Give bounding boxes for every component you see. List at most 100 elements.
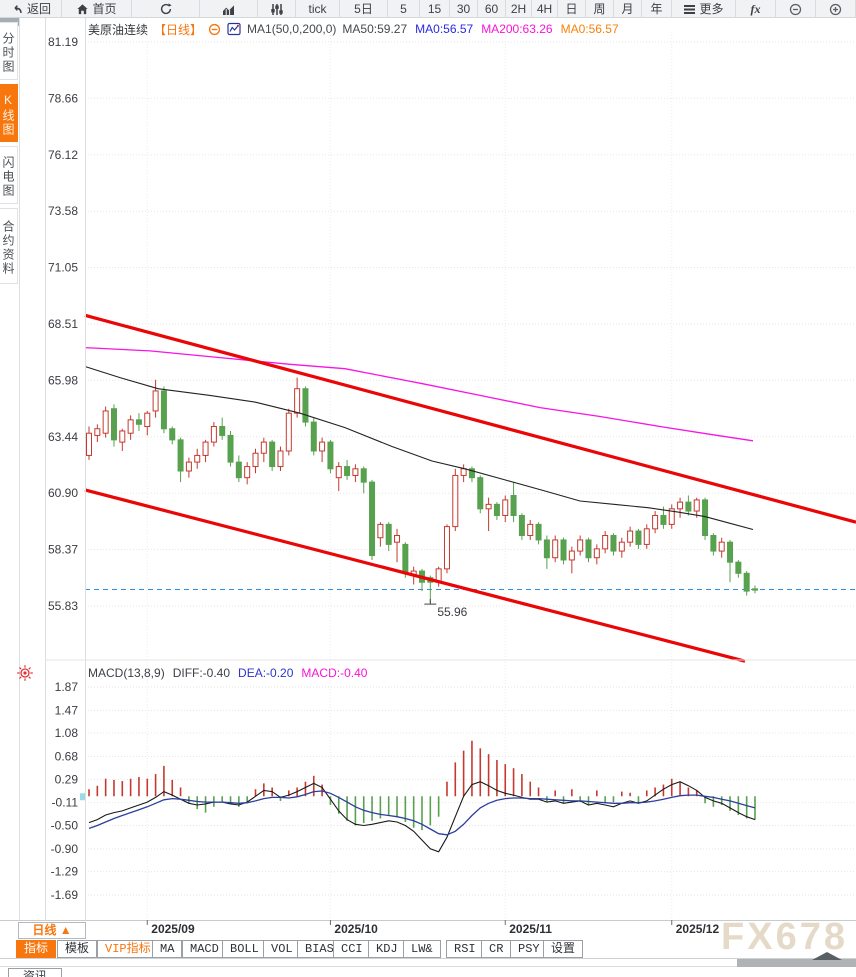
- fx-indicator-button[interactable]: fx: [736, 0, 776, 18]
- interval-60min[interactable]: 60: [478, 0, 506, 18]
- axis-labels: 81.19 78.66 76.12 73.58 71.05 68.51 65.98 63.44…: [48, 35, 78, 902]
- indicator-tab-cci[interactable]: CCI: [333, 940, 371, 958]
- macd-params-label: MACD(13,8,9): [88, 666, 165, 680]
- indicator-tab-[interactable]: 模板: [57, 940, 98, 958]
- interval-tick[interactable]: tick: [296, 0, 340, 18]
- trend-channel-lower[interactable]: [84, 488, 746, 663]
- ma-values: MA50:59.27 MA0:56.57 MA200:63.26 MA0:56.57: [342, 22, 626, 36]
- toolbar-button-label: 60: [484, 2, 499, 16]
- svg-text:76.12: 76.12: [48, 148, 78, 162]
- toolbar-button-label: tick: [308, 2, 327, 16]
- scrollbar-handle[interactable]: [737, 959, 856, 967]
- area-chart-button[interactable]: [200, 0, 258, 18]
- toolbar-button-label: 4H: [536, 2, 553, 16]
- indicator-tab-psy[interactable]: PSY: [510, 940, 548, 958]
- svg-text:73.58: 73.58: [48, 204, 78, 218]
- home-button[interactable]: 首页: [62, 0, 132, 18]
- interval-yearly[interactable]: 年: [642, 0, 672, 18]
- sidebar-item-contract-info[interactable]: 合约资料: [0, 208, 18, 284]
- indicator-tab-cr[interactable]: CR: [481, 940, 512, 958]
- interval-2h[interactable]: 2H: [506, 0, 532, 18]
- sidebar-item-timeshare[interactable]: 分时图: [0, 22, 18, 80]
- x-axis-month-label: 2025/10: [334, 922, 378, 936]
- horizontal-scrollbar[interactable]: [0, 952, 856, 967]
- chevron-up-icon: ▲: [59, 923, 72, 937]
- area-chart-icon: [221, 3, 236, 16]
- svg-text:65.98: 65.98: [48, 373, 78, 387]
- candlestick-layer: [86, 377, 758, 604]
- back-button[interactable]: 返回: [0, 0, 62, 18]
- indicator-tab-[interactable]: 指标: [16, 940, 57, 958]
- zoom-in-button[interactable]: [816, 0, 856, 18]
- sidebar-item-lightning[interactable]: 闪电图: [0, 146, 18, 204]
- interval-15min[interactable]: 15: [420, 0, 450, 18]
- trend-channel-upper[interactable]: [84, 313, 856, 524]
- toolbar-button-label: 周: [593, 2, 606, 16]
- ma-value-label: MA0:56.57: [560, 22, 619, 36]
- svg-text:1.87: 1.87: [55, 680, 79, 694]
- toolbar-button-label: 首页: [92, 2, 117, 16]
- ma-value-label: MA200:63.26: [481, 22, 553, 36]
- ma-chart-icon[interactable]: [227, 22, 241, 36]
- indicator-tab-vol[interactable]: VOL: [263, 940, 301, 958]
- svg-text:71.05: 71.05: [48, 261, 78, 275]
- interval-4h[interactable]: 4H: [532, 0, 558, 18]
- zoom-out-button[interactable]: [776, 0, 816, 18]
- toolbar-button-label: 5: [400, 2, 407, 16]
- interval-30min[interactable]: 30: [450, 0, 478, 18]
- chart-title-row: 美原油连续 【日线】 MA1(50,0,200,0) MA50:59.27 MA0…: [88, 22, 627, 37]
- indicator-settings-sun-icon[interactable]: [15, 663, 35, 683]
- grid-layer: [85, 32, 856, 920]
- pane-borders: [0, 18, 856, 925]
- toolbar-button-label: 年: [650, 2, 663, 16]
- bottom-bar: 资讯: [0, 966, 856, 977]
- expand-panel-arrow-icon[interactable]: [812, 952, 842, 960]
- ma-settings-label: MA1(50,0,200,0): [247, 22, 337, 36]
- news-tab[interactable]: 资讯: [8, 968, 62, 977]
- svg-text:-0.90: -0.90: [51, 842, 79, 856]
- ma50-line: [84, 365, 754, 531]
- macd-diff-line: [88, 781, 756, 853]
- macd-value-label: DEA:-0.20: [238, 666, 294, 680]
- indicator-tab-[interactable]: 设置: [543, 940, 584, 958]
- macd-zero-tick: [80, 793, 85, 801]
- svg-text:-1.69: -1.69: [51, 888, 79, 902]
- collapse-indicator-icon[interactable]: [208, 23, 221, 36]
- macd-value-label: DIFF:-0.40: [172, 666, 231, 680]
- interval-5day[interactable]: 5日: [340, 0, 388, 18]
- svg-text:63.44: 63.44: [48, 430, 78, 444]
- indicator-tab-macd[interactable]: MACD: [182, 940, 227, 958]
- period-tab-daily[interactable]: 日线 ▲: [18, 922, 86, 939]
- interval-5min[interactable]: 5: [388, 0, 420, 18]
- period-tag: 【日线】: [154, 22, 203, 37]
- toolbar-button-label: 15: [427, 2, 442, 16]
- indicator-tab-bias[interactable]: BIAS: [297, 940, 342, 958]
- indicator-tab-rsi[interactable]: RSI: [446, 940, 484, 958]
- indicator-tab-boll[interactable]: BOLL: [222, 940, 267, 958]
- svg-text:68.51: 68.51: [48, 317, 78, 331]
- sidebar-item-kline[interactable]: K线图: [0, 84, 18, 142]
- more-button[interactable]: 更多: [672, 0, 736, 18]
- macd-value-label: MACD:-0.40: [301, 666, 368, 680]
- svg-text:60.90: 60.90: [48, 486, 78, 500]
- svg-text:55.83: 55.83: [48, 599, 78, 613]
- interval-weekly[interactable]: 周: [586, 0, 614, 18]
- toolbar-button-label: 日: [565, 2, 578, 16]
- macd-values: DIFF:-0.40 DEA:-0.20 MACD:-0.40: [173, 666, 376, 680]
- refresh-button[interactable]: [132, 0, 200, 18]
- svg-text:1.47: 1.47: [55, 703, 79, 717]
- indicator-tab-lw[interactable]: LW&: [403, 940, 441, 958]
- indicator-tab-vip[interactable]: VIP指标: [97, 940, 159, 958]
- macd-histogram: [88, 740, 756, 831]
- symbol-name: 美原油连续: [88, 22, 149, 37]
- svg-text:58.37: 58.37: [48, 543, 78, 557]
- kline-style-button[interactable]: [258, 0, 296, 18]
- toolbar-button-label: 30: [456, 2, 471, 16]
- indicator-tab-kdj[interactable]: KDJ: [368, 940, 406, 958]
- indicator-tab-ma[interactable]: MA: [152, 940, 183, 958]
- interval-monthly[interactable]: 月: [614, 0, 642, 18]
- interval-daily[interactable]: 日: [558, 0, 586, 18]
- svg-text:78.66: 78.66: [48, 91, 78, 105]
- top-toolbar: 返回 首页 tick 5日 5 15 30 60 2H 4H 日 周 月 年 更多 fx: [0, 0, 856, 18]
